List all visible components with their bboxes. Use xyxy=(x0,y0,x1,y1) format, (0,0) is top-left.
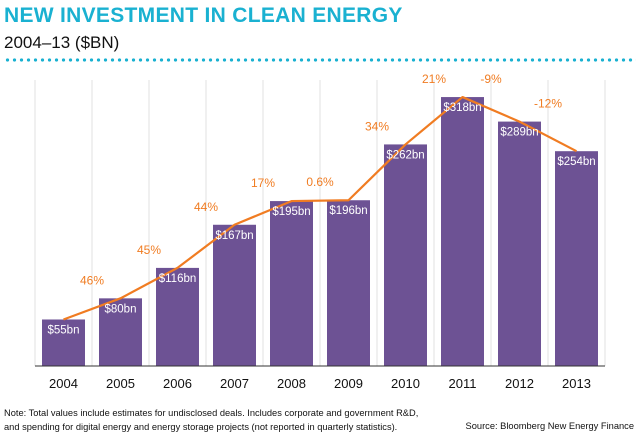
x-tick-label: 2005 xyxy=(106,376,135,391)
bar xyxy=(156,267,199,366)
x-tick-label: 2004 xyxy=(49,376,78,391)
bar-value-label: $254bn xyxy=(557,156,595,168)
bar-value-label: $195bn xyxy=(272,206,310,218)
footnote-line-1: Note: Total values include estimates for… xyxy=(4,408,419,418)
bar xyxy=(42,319,85,366)
bar xyxy=(213,224,256,366)
bar-value-label: $262bn xyxy=(386,149,424,161)
bar xyxy=(327,200,370,366)
gridlines xyxy=(34,80,606,366)
x-tick-label: 2011 xyxy=(449,376,477,391)
x-tick-label: 2012 xyxy=(505,376,534,391)
bar-value-label: $80bn xyxy=(105,303,137,315)
growth-line-path xyxy=(63,95,578,321)
x-tick-label: 2010 xyxy=(391,376,420,391)
bar xyxy=(270,201,313,366)
bar-value-label: $116bn xyxy=(159,273,197,285)
growth-label: 44% xyxy=(194,200,218,214)
bar xyxy=(441,97,484,366)
growth-label: 46% xyxy=(80,273,104,287)
growth-label: 0.6% xyxy=(306,175,334,189)
bar-value-label: $289bn xyxy=(500,127,538,139)
chart-title: NEW INVESTMENT IN CLEAN ENERGY xyxy=(4,4,403,27)
x-tick-label: 2006 xyxy=(163,376,192,391)
growth-label: 21% xyxy=(422,72,446,86)
chart-subtitle: 2004–13 ($BN) xyxy=(4,33,120,52)
growth-label: 45% xyxy=(137,243,161,257)
dotted-divider xyxy=(4,58,636,62)
x-tick-label: 2007 xyxy=(220,376,249,391)
bar xyxy=(498,121,541,367)
bar-value-label: $167bn xyxy=(215,230,253,242)
growth-label: -9% xyxy=(480,72,502,86)
x-axis: 2004 2005 2006 2007 2008 2009 2010 2011 2012 2013 xyxy=(35,365,605,391)
bar xyxy=(555,151,598,366)
growth-line xyxy=(63,95,578,321)
footnote: Note: Total values include estimates for… xyxy=(4,406,418,434)
bar xyxy=(384,144,427,366)
growth-label: 34% xyxy=(365,119,389,133)
bar xyxy=(99,298,142,366)
bar-value-label: $55bn xyxy=(48,324,80,336)
growth-label: 17% xyxy=(251,176,275,190)
source-credit: Source: Bloomberg New Energy Finance xyxy=(465,421,634,431)
bar-value-label: $318bn xyxy=(443,102,481,114)
x-tick-label: 2009 xyxy=(334,376,363,391)
x-tick-label: 2013 xyxy=(562,376,591,391)
footnote-line-2: and spending for digital energy and ener… xyxy=(4,422,398,432)
growth-label: -12% xyxy=(534,97,562,111)
x-tick-label: 2008 xyxy=(277,376,306,391)
bars xyxy=(42,97,598,367)
labels: $55bn $80bn $116bn $167bn $195bn $196bn $262bn… xyxy=(48,72,596,336)
bar-value-label: $196bn xyxy=(329,205,367,217)
